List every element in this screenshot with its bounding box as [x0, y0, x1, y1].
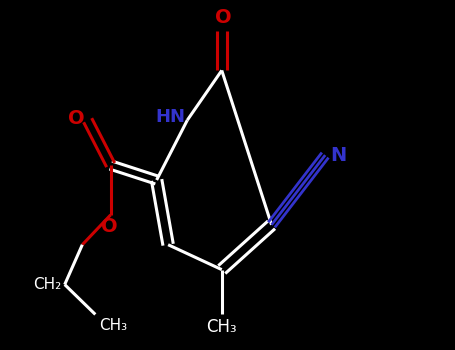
Text: CH₃: CH₃: [207, 318, 237, 336]
Text: O: O: [67, 109, 84, 128]
Text: O: O: [101, 217, 117, 236]
Text: O: O: [215, 8, 232, 27]
Text: CH₂: CH₂: [33, 277, 61, 292]
Text: N: N: [330, 146, 347, 164]
Text: HN: HN: [156, 108, 186, 126]
Text: CH₃: CH₃: [99, 318, 127, 333]
